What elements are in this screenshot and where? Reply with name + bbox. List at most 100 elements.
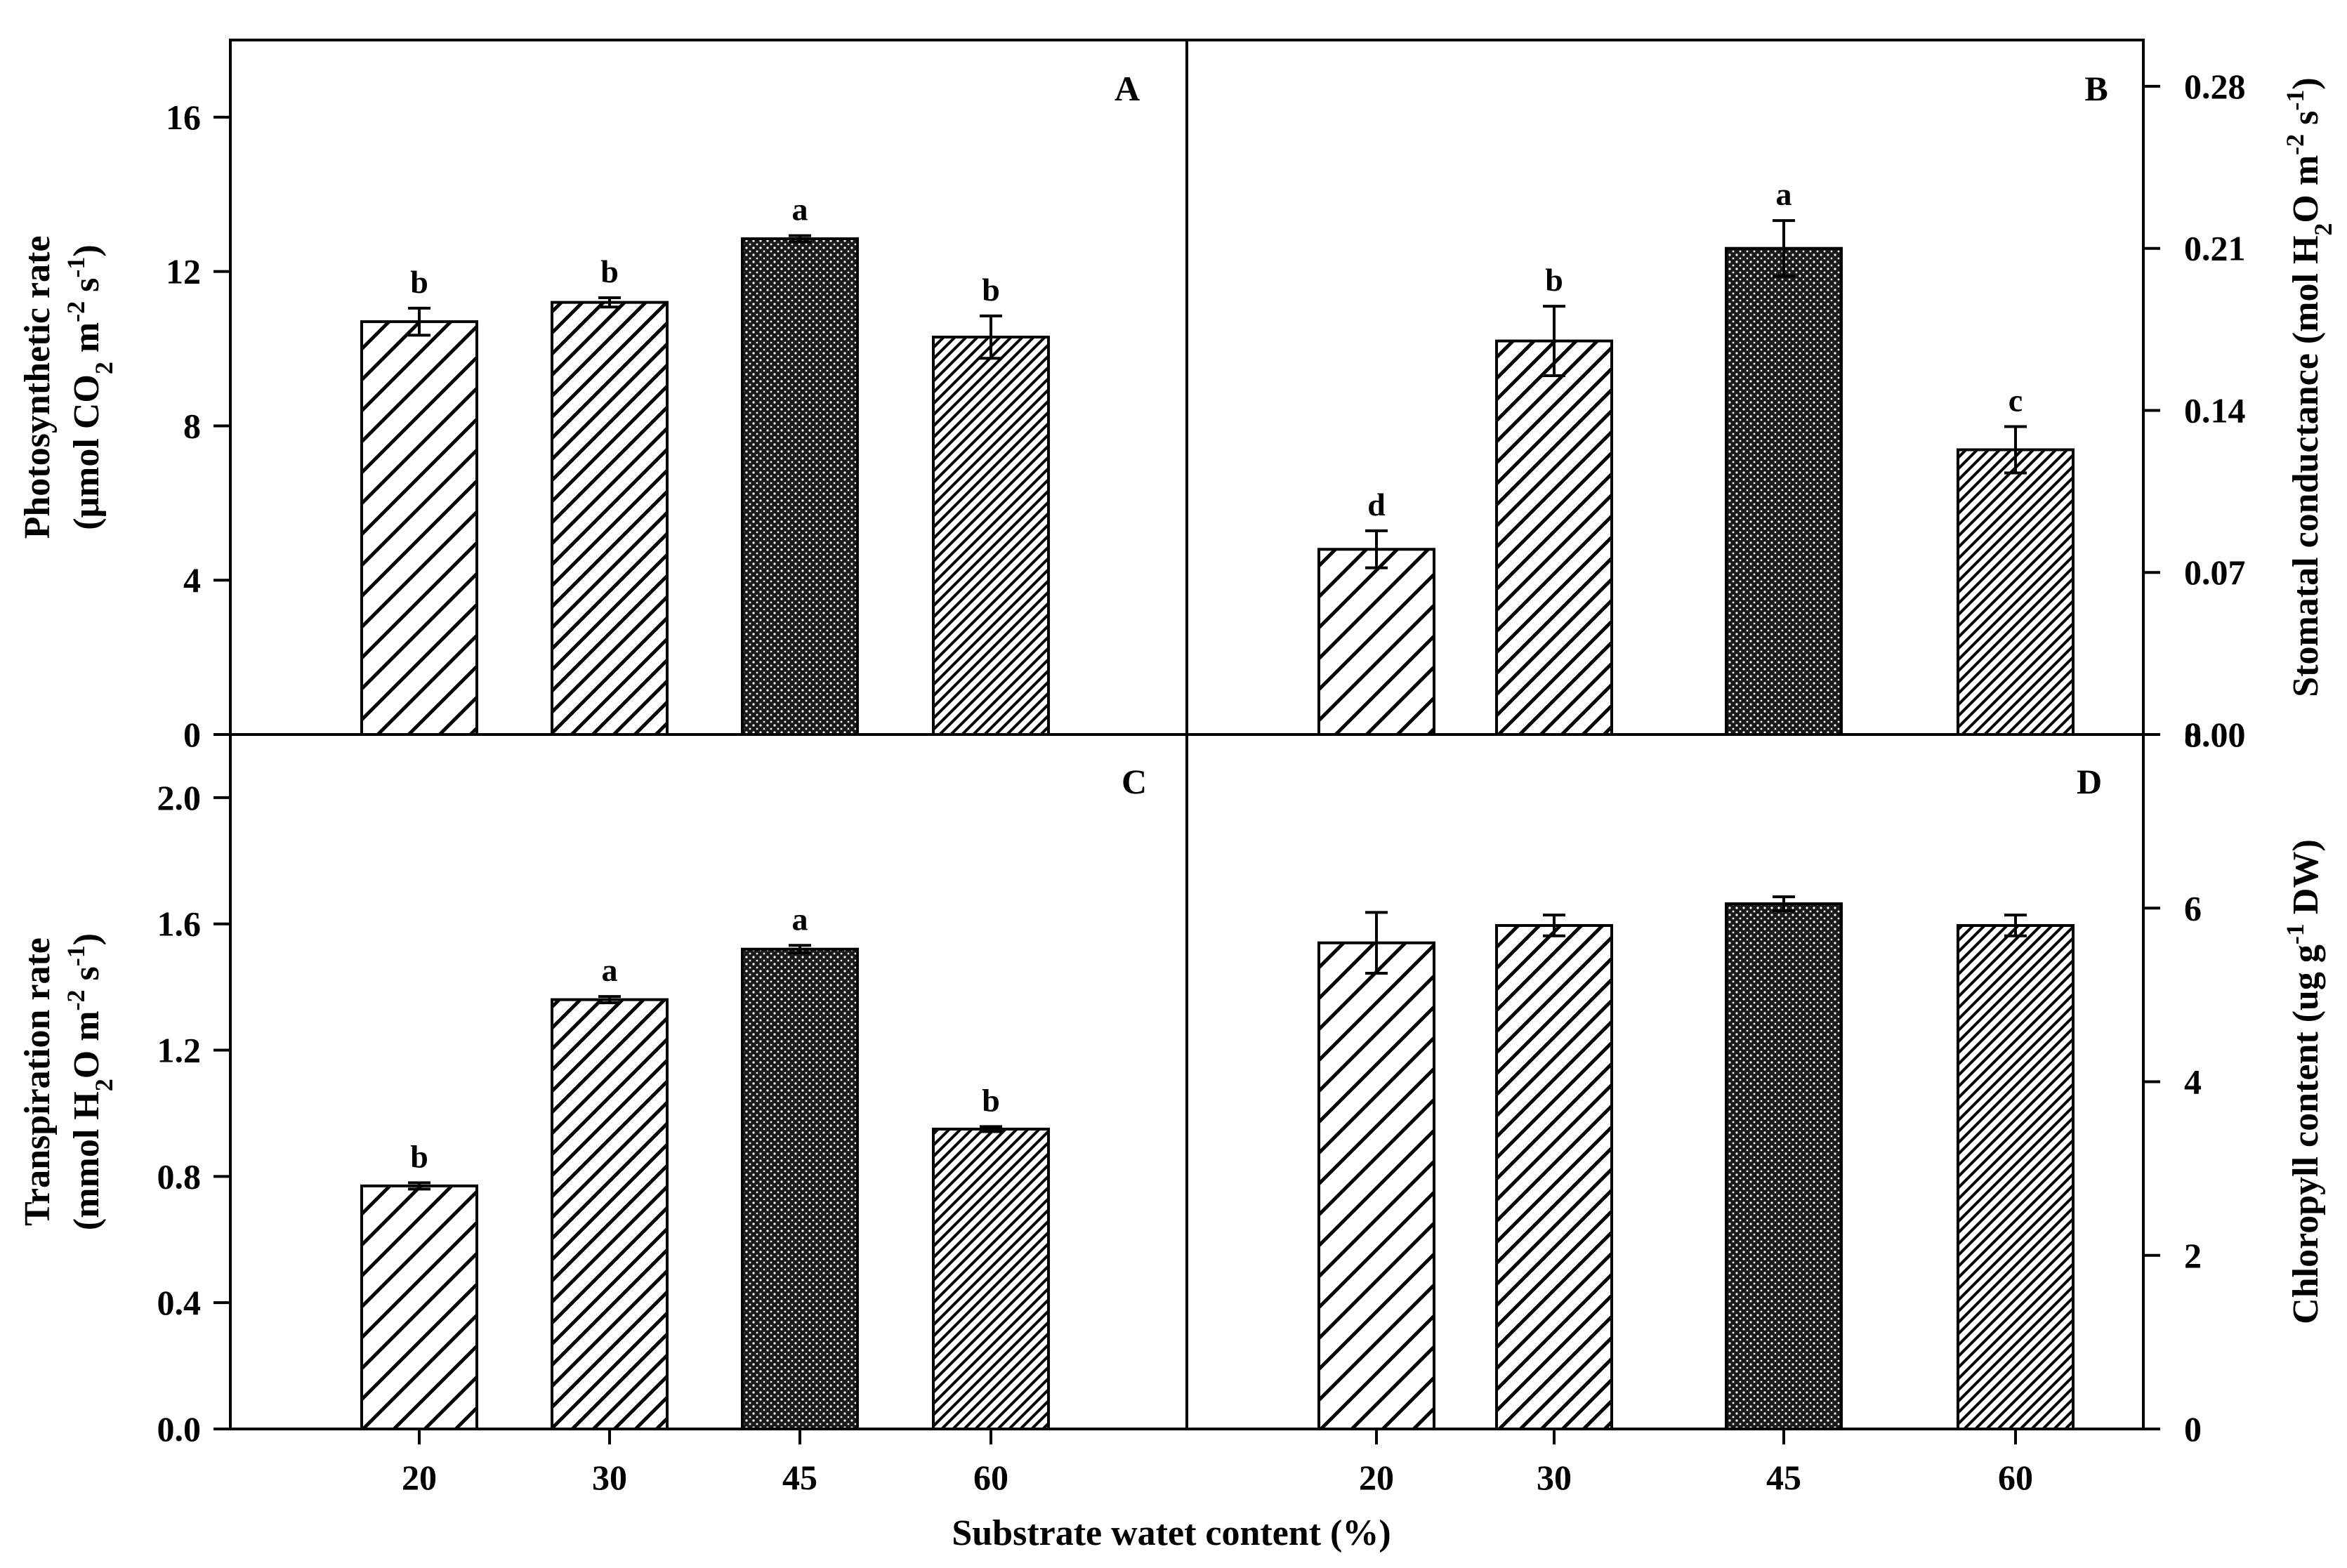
panel-c: 0.0 0.4 0.8 1.2 1.6 2.0 b 20 a 30 a 45 b 60 C Transpira…: [18, 733, 1188, 1497]
y-axis-title-subscript: 2: [90, 1079, 118, 1091]
panel-c-ytick-label: 0.4: [157, 1283, 202, 1322]
panel-a-sig-label: b: [982, 272, 1000, 308]
panel-b-ytick-label: 0.00: [2184, 715, 2246, 754]
panel-d-ytick-label: 8: [2184, 715, 2202, 754]
panel-d-bar-60: [1957, 923, 2075, 1430]
y-axis-title-line: Chloropyll content (ug g-1 DW): [2281, 839, 2326, 1324]
y-axis-title-superscript: -1: [2281, 923, 2309, 944]
panel-b-sig-label: a: [1776, 176, 1792, 212]
panel-d-xtick-label: 60: [1998, 1458, 2033, 1497]
panel-c-ytick-label: 0.8: [157, 1157, 202, 1196]
panel-c-xtick-label: 20: [402, 1458, 437, 1497]
y-axis-title-line: (μmol CO2 m-2 s-1): [62, 244, 118, 529]
panel-c-ytick-label: 2.0: [157, 778, 202, 817]
panel-a-ytick-label: 8: [183, 406, 201, 445]
y-axis-title-line: Stomatal conductance (mol H2O m-2 s-1): [2281, 77, 2337, 697]
y-axis-title-text: Stomatal conductance (mol H: [2286, 236, 2326, 697]
panel-b-bar-20: [1317, 548, 1435, 736]
y-axis-title-text: Transpiration rate: [18, 937, 58, 1226]
panel-c-xtick-label: 30: [592, 1458, 627, 1497]
panel-b: 0.00 0.07 0.14 0.21 0.28 d b a c B Stomatal conduc…: [1185, 39, 2337, 754]
y-axis-title-subscript: 2: [2309, 223, 2337, 236]
panel-b-bar-30: [1495, 339, 1613, 737]
panel-c-xtick-label: 45: [782, 1458, 817, 1497]
panel-c-ytick-label: 1.2: [157, 1031, 202, 1070]
panel-d-xtick-label: 45: [1766, 1458, 1801, 1497]
panel-b-ytick-label: 0.21: [2184, 229, 2246, 268]
panel-a-bar-60: [932, 336, 1050, 737]
y-axis-title-superscript: -1: [2281, 90, 2309, 111]
y-axis-title-text: O m: [67, 1010, 107, 1079]
panel-a-label: A: [1115, 69, 1140, 108]
panel-d-ytick-label: 2: [2184, 1236, 2202, 1275]
y-axis-title-subscript: 2: [90, 362, 118, 374]
y-axis-title-text: Photosynthetic rate: [18, 236, 58, 539]
y-axis-title-text: s: [67, 966, 107, 989]
x-axis-title: Substrate watet content (%): [952, 1513, 1391, 1553]
panel-c-bar-45: [741, 947, 859, 1430]
panel-a-bar-20: [360, 320, 478, 737]
panel-a-bar-45: [741, 237, 859, 737]
panel-a: 0 4 8 12 16 b b a b A Photosynthetic rate (μmol CO2…: [18, 39, 1188, 754]
panel-c-label: C: [1122, 762, 1147, 801]
panel-c-ytick-label: 1.6: [157, 904, 202, 944]
panel-a-y-axis-title: Photosynthetic rate (μmol CO2 m-2 s-1): [18, 236, 118, 539]
y-axis-title-superscript: -2: [62, 989, 90, 1010]
y-axis-title-text: ): [67, 244, 107, 256]
panel-d: 0 2 4 6 8 20 30 45 60 D Chloropyll content (ug g-1…: [1185, 715, 2326, 1497]
panel-c-bar-60: [932, 1127, 1050, 1430]
panel-d-bar-45: [1725, 902, 1843, 1430]
panel-d-y-axis-title: Chloropyll content (ug g-1 DW): [2281, 839, 2326, 1324]
panel-d-ytick-label: 6: [2184, 888, 2202, 928]
panel-b-label: B: [2084, 69, 2108, 108]
y-axis-title-text: (mmol H: [67, 1091, 107, 1230]
panel-a-sig-label: a: [792, 192, 808, 228]
panel-a-ytick-label: 0: [183, 715, 201, 754]
panel-b-ytick-label: 0.14: [2184, 390, 2246, 430]
y-axis-title-text: ): [67, 933, 107, 945]
y-axis-title-line: Transpiration rate: [18, 937, 58, 1226]
panel-d-bar-20: [1317, 941, 1435, 1430]
panel-c-sig-label: b: [982, 1082, 1000, 1118]
panel-a-ytick-label: 4: [183, 560, 201, 600]
y-axis-title-line: Photosynthetic rate: [18, 236, 58, 539]
panel-d-bar-30: [1495, 923, 1613, 1430]
panel-a-sig-label: b: [410, 264, 428, 300]
y-axis-title-text: ): [2286, 77, 2326, 89]
panel-c-ytick-label: 0.0: [157, 1409, 202, 1449]
panel-d-xtick-label: 20: [1359, 1458, 1394, 1497]
y-axis-title-text: s: [67, 278, 107, 301]
panel-c-bar-20: [360, 1184, 478, 1430]
panel-b-sig-label: b: [1545, 262, 1563, 298]
y-axis-title-superscript: -1: [62, 257, 90, 278]
y-axis-title-superscript: -1: [62, 945, 90, 966]
panel-b-ytick-label: 0.28: [2184, 67, 2246, 106]
y-axis-title-text: m: [67, 322, 107, 362]
y-axis-title-line: (mmol H2O m-2 s-1): [62, 933, 118, 1230]
panel-d-ytick-label: 0: [2184, 1409, 2202, 1449]
panel-a-sig-label: b: [600, 253, 619, 289]
panel-a-ytick-label: 12: [166, 252, 201, 291]
panel-d-ytick-label: 4: [2184, 1062, 2202, 1102]
y-axis-title-text: s: [2286, 111, 2326, 134]
panel-b-ytick-label: 0.07: [2184, 553, 2246, 592]
panel-b-bar-60: [1957, 448, 2075, 736]
y-axis-title-text: Chloropyll content (ug g: [2286, 944, 2326, 1324]
panel-b-y-axis-title: Stomatal conductance (mol H2O m-2 s-1): [2281, 77, 2337, 697]
panel-c-sig-label: a: [602, 952, 618, 988]
y-axis-title-text: (μmol CO: [67, 374, 107, 530]
y-axis-title-text: DW): [2286, 839, 2326, 923]
panel-c-sig-label: b: [410, 1138, 428, 1174]
panel-c-sig-label: a: [792, 901, 808, 937]
panel-a-ytick-label: 16: [166, 98, 201, 137]
panel-b-sig-label: d: [1367, 487, 1386, 522]
panel-a-bar-30: [551, 301, 669, 737]
panel-b-bar-45: [1725, 246, 1843, 736]
panel-c-xtick-label: 60: [973, 1458, 1008, 1497]
y-axis-title-superscript: -2: [62, 301, 90, 322]
panel-d-xtick-label: 30: [1537, 1458, 1572, 1497]
panel-c-y-axis-title: Transpiration rate (mmol H2O m-2 s-1): [18, 933, 118, 1230]
y-axis-title-text: O m: [2286, 155, 2326, 223]
panel-d-label: D: [2077, 762, 2102, 801]
